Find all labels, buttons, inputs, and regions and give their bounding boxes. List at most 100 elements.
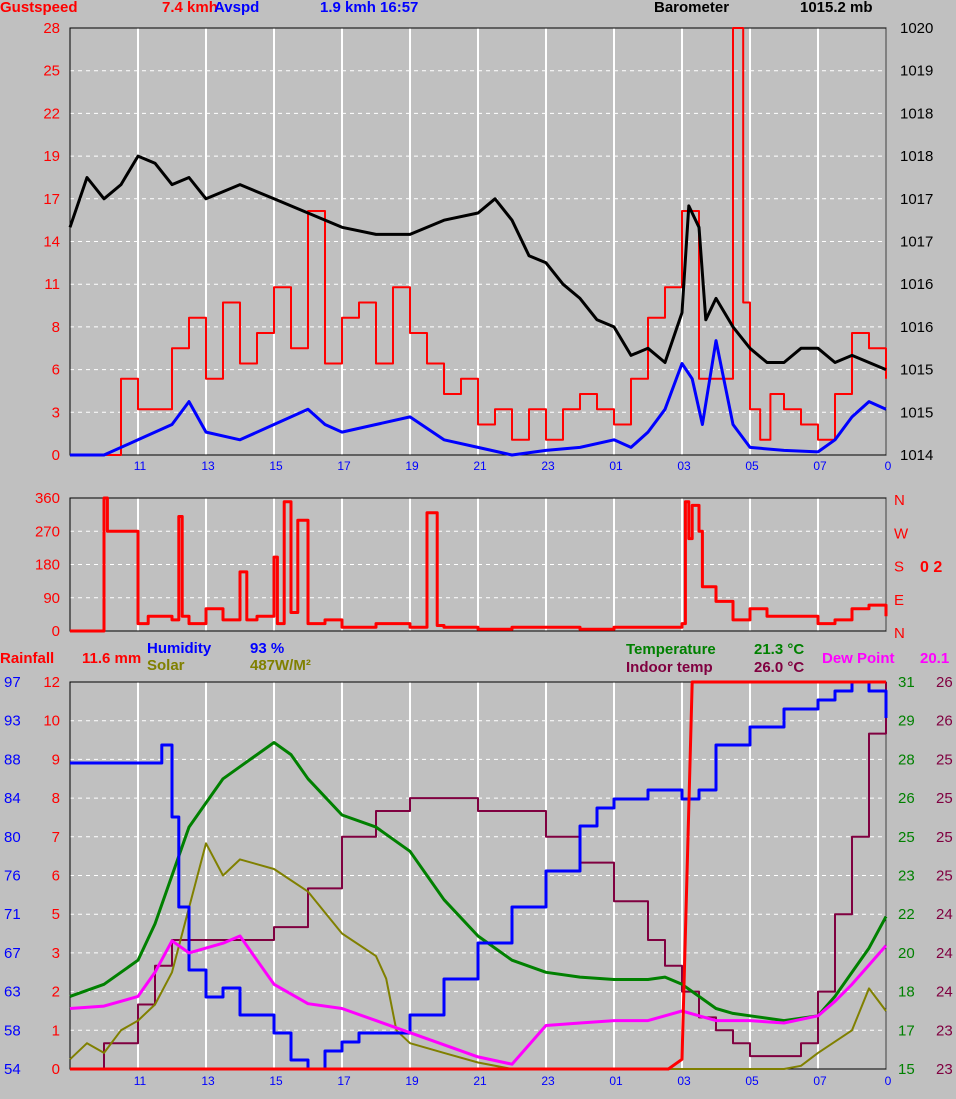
panel1-xtick: 07 (813, 459, 827, 473)
panel3-hum-tick: 76 (4, 868, 21, 885)
panel3-xtick: 15 (269, 1074, 283, 1088)
hum-value: 93 % (250, 640, 284, 657)
panel3-hum-tick: 63 (4, 984, 21, 1001)
panel1-yright-tick: 1017 (900, 191, 933, 208)
gust-label: Gustspeed (0, 0, 78, 16)
panel1-xtick: 03 (677, 459, 691, 473)
panel3-temp-tick: 15 (898, 1061, 915, 1078)
panel3-temp-tick: 23 (898, 868, 915, 885)
panel3-indoor-tick: 25 (936, 868, 953, 885)
direction-series (70, 496, 888, 633)
panel1-yright-tick: 1018 (900, 105, 933, 122)
rain-label: Rainfall (0, 650, 54, 667)
panel3-rain-tick: 7 (52, 829, 60, 846)
panel1-yleft-tick: 8 (52, 319, 60, 336)
panel3-rain-tick: 12 (43, 674, 60, 691)
panel3-hum-tick: 80 (4, 829, 21, 846)
panel1-xtick: 19 (405, 459, 419, 473)
panel3-indoor-tick: 25 (936, 829, 953, 846)
panel3-hum-tick: 93 (4, 713, 21, 730)
rain-value: 11.6 mm (82, 650, 141, 667)
dew-series (69, 934, 888, 1066)
panel1-yleft-tick: 3 (52, 404, 60, 421)
panel1-yleft-tick: 17 (43, 191, 60, 208)
panel3-hum-tick: 88 (4, 751, 21, 768)
panel3-rain-tick: 2 (52, 984, 60, 1001)
panel3-temp-tick: 20 (898, 945, 915, 962)
panel3-xtick: 21 (473, 1074, 487, 1088)
mid-header: Rainfall 11.6 mm Humidity 93 % Solar 487… (0, 640, 949, 676)
panel3-rain-tick: 5 (52, 906, 60, 923)
panel3-indoor-tick: 26 (936, 674, 953, 691)
temp-label: Temperature (626, 641, 716, 658)
panel3-rain-tick: 6 (52, 868, 60, 885)
baro-value: 1015.2 mb (800, 0, 873, 16)
panel1-frame (69, 27, 887, 456)
panel3-rain-tick: 8 (52, 790, 60, 807)
top-header: Gustspeed 7.4 kmh Avspd 1.9 kmh 16:57 Ba… (0, 0, 873, 16)
panel1-yright-tick: 1017 (900, 234, 933, 251)
panel3-xtick: 11 (134, 1074, 147, 1088)
panel1-yleft-tick: 14 (43, 234, 60, 251)
panel3-indoor-tick: 24 (936, 984, 953, 1001)
panel1-yright-tick: 1018 (900, 148, 933, 165)
panel1-yright-tick: 1016 (900, 319, 933, 336)
panel2-yleft-tick: 360 (35, 490, 60, 507)
panel3-rain-tick: 3 (52, 945, 60, 962)
current-direction: 0 2 (920, 559, 942, 576)
panel3-temp-tick: 25 (898, 829, 915, 846)
avg-series (70, 339, 887, 457)
solar-value: 487W/M² (250, 657, 311, 674)
panel3-rain-tick: 9 (52, 751, 60, 768)
panel1-yleft-tick: 28 (43, 20, 60, 37)
indoor-label: Indoor temp (626, 659, 713, 676)
temperature-series (69, 741, 888, 1023)
panel3-indoor-tick: 26 (936, 713, 953, 730)
indoor-value: 26.0 °C (754, 659, 804, 676)
panel1-yleft-tick: 0 (52, 447, 60, 464)
panel1-yright-tick: 1014 (900, 447, 933, 464)
rain-series (70, 680, 886, 1071)
panel3-indoor-tick: 25 (936, 751, 953, 768)
hum-label: Humidity (147, 640, 212, 657)
panel2-compass-label: N (894, 625, 905, 642)
panel1-yleft-tick: 19 (43, 148, 60, 165)
panel3-indoor-tick: 24 (936, 906, 953, 923)
panel3-hum-tick: 84 (4, 790, 21, 807)
panel1-yright-tick: 1015 (900, 404, 933, 421)
panel3-xtick: 05 (745, 1074, 759, 1088)
panel3-indoor-tick: 24 (936, 945, 953, 962)
panel3-xtick: 13 (201, 1074, 215, 1088)
panel1-xtick: 23 (541, 459, 555, 473)
panel1-xtick: 15 (269, 459, 283, 473)
panel1-yright-tick: 1019 (900, 63, 933, 80)
panel1-xtick: 13 (201, 459, 215, 473)
panel1-yleft-tick: 11 (44, 276, 60, 293)
panel2-compass-label: E (894, 592, 904, 609)
avg-value: 1.9 kmh 16:57 (320, 0, 418, 16)
panel3-temp-tick: 28 (898, 751, 915, 768)
panel2-yleft-tick: 180 (35, 557, 60, 574)
panel3-rain-tick: 0 (52, 1061, 60, 1078)
panel3-indoor-tick: 23 (936, 1022, 953, 1039)
panel3-hum-tick: 58 (4, 1022, 21, 1039)
panel1-xtick: 0 (885, 459, 892, 473)
solar-label: Solar (147, 657, 185, 674)
panel3-rain-tick: 1 (52, 1022, 60, 1039)
gust-value: 7.4 kmh (162, 0, 218, 16)
panel3-temp-tick: 17 (898, 1022, 915, 1039)
panel2-yleft-tick: 0 (52, 623, 60, 640)
panel1-xtick: 01 (609, 459, 623, 473)
panel3-rain-tick: 10 (43, 713, 60, 730)
panel2-compass-label: N (894, 492, 905, 509)
panel3-hum-tick: 54 (4, 1061, 21, 1078)
panel1-yright-tick: 1015 (900, 362, 933, 379)
baro-series (68, 154, 887, 371)
gust-series (70, 27, 887, 456)
panel3-xtick: 07 (813, 1074, 827, 1088)
panel1-yright-tick: 1016 (900, 276, 933, 293)
baro-label: Barometer (654, 0, 729, 16)
panel3-indoor-tick: 23 (936, 1061, 953, 1078)
